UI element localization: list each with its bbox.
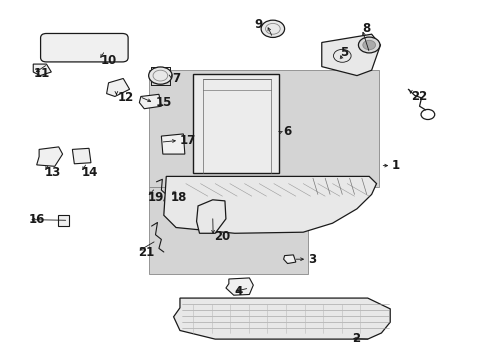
Polygon shape	[149, 70, 378, 187]
Polygon shape	[149, 187, 307, 274]
Polygon shape	[139, 94, 161, 109]
Polygon shape	[283, 255, 295, 264]
Polygon shape	[106, 78, 129, 96]
Circle shape	[362, 40, 375, 50]
Polygon shape	[161, 134, 184, 154]
Polygon shape	[173, 298, 389, 339]
Polygon shape	[321, 34, 380, 76]
Text: 3: 3	[307, 253, 316, 266]
Polygon shape	[225, 278, 253, 295]
Polygon shape	[72, 148, 91, 164]
Circle shape	[261, 20, 284, 37]
Text: 16: 16	[28, 213, 44, 226]
Text: 8: 8	[361, 22, 369, 35]
Text: 1: 1	[390, 159, 399, 172]
Polygon shape	[196, 200, 225, 233]
Circle shape	[148, 67, 172, 84]
Text: 14: 14	[82, 166, 98, 179]
Text: 15: 15	[155, 96, 171, 109]
Text: 21: 21	[138, 246, 154, 258]
Polygon shape	[163, 176, 376, 233]
Text: 2: 2	[351, 332, 360, 345]
Polygon shape	[33, 64, 51, 76]
Text: 20: 20	[214, 230, 230, 243]
Text: 11: 11	[33, 67, 49, 80]
Text: 22: 22	[410, 90, 426, 103]
Text: 12: 12	[117, 91, 133, 104]
Text: 7: 7	[172, 72, 180, 85]
FancyBboxPatch shape	[41, 33, 128, 62]
Text: 18: 18	[171, 191, 187, 204]
Text: 4: 4	[234, 285, 243, 298]
Text: 9: 9	[254, 18, 262, 31]
Polygon shape	[58, 215, 69, 226]
Circle shape	[358, 37, 379, 53]
Text: 6: 6	[283, 125, 291, 138]
Polygon shape	[37, 147, 62, 166]
Text: 10: 10	[100, 54, 116, 67]
Polygon shape	[193, 74, 278, 173]
Text: 13: 13	[45, 166, 61, 179]
Text: 5: 5	[339, 46, 347, 59]
Text: 17: 17	[180, 134, 196, 147]
Text: 19: 19	[147, 191, 163, 204]
